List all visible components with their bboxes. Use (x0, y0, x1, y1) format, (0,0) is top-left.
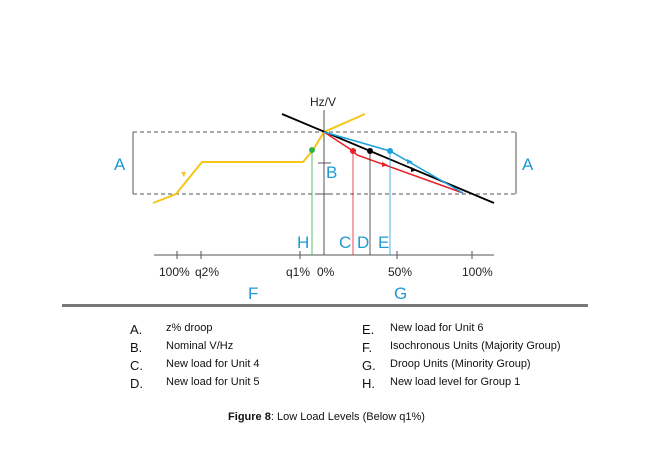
tick-label: 100% (462, 265, 493, 279)
legend-letter: F. (362, 340, 373, 355)
legend-letter: B. (130, 340, 143, 355)
legend-text: z% droop (166, 322, 213, 334)
legend-text: Nominal V/Hz (166, 340, 234, 352)
legend-text: Droop Units (Minority Group) (390, 358, 531, 370)
legend-letter: E. (362, 322, 375, 337)
legend-letter: G. (362, 358, 376, 373)
figure-caption: Figure 8: Low Load Levels (Below q1%) (0, 411, 653, 423)
legend-text: New load for Unit 5 (166, 376, 260, 388)
arrow-icon (411, 167, 417, 172)
tick-label: 100% (159, 265, 190, 279)
tick-label: q2% (195, 265, 220, 279)
marker-c: C (339, 233, 352, 252)
arrow-icon (181, 172, 186, 177)
marker-b: B (326, 163, 338, 182)
legend-text: New load for Unit 4 (166, 358, 260, 370)
droop-line (281, 113, 495, 204)
tick-label: 0% (317, 265, 335, 279)
caption-text: : Low Load Levels (Below q1%) (270, 411, 425, 423)
marker-a-left: A (114, 155, 126, 174)
divider (62, 304, 588, 307)
legend-text: New load level for Group 1 (390, 376, 521, 388)
legend-letter: H. (362, 376, 375, 391)
marker-a-right: A (522, 155, 534, 174)
unit6-dot (387, 148, 393, 154)
caption-bold: Figure 8 (228, 411, 271, 423)
tick-label: q1% (286, 265, 311, 279)
marker-h: H (297, 233, 310, 252)
marker-e: E (378, 233, 390, 252)
marker-d: D (357, 233, 370, 252)
arrow-icon (382, 162, 388, 167)
marker-g: G (394, 284, 408, 303)
axis-label: Hz/V (310, 95, 337, 109)
unit4-dot (350, 148, 356, 154)
legend-letter: D. (130, 376, 143, 391)
group1-dot (309, 147, 315, 153)
tick-label: 50% (388, 265, 413, 279)
unit5-dot (367, 148, 373, 154)
marker-f: F (248, 284, 259, 303)
arrow-icon (407, 159, 413, 164)
legend-text: Isochronous Units (Majority Group) (390, 340, 561, 352)
isochronous-curve (152, 113, 366, 204)
axis-ticks (176, 162, 473, 259)
legend-letter: A. (130, 322, 143, 337)
legend-letter: C. (130, 358, 143, 373)
legend-text: New load for Unit 6 (390, 322, 484, 334)
